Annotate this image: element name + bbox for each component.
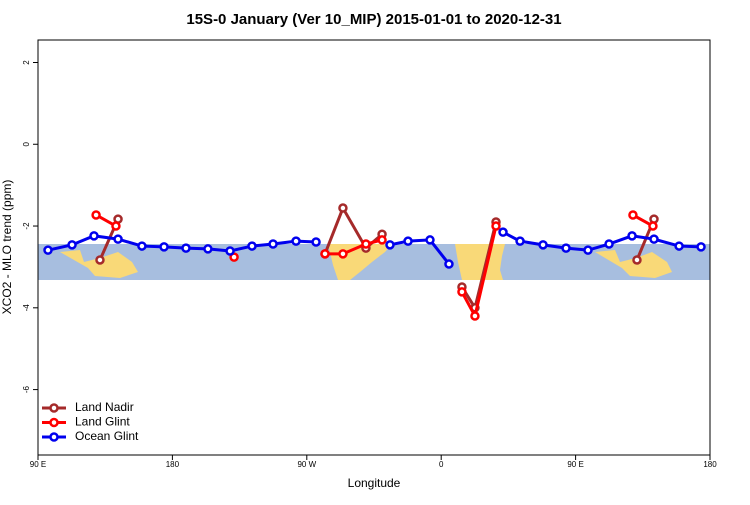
data-point (361, 239, 371, 249)
data-point (338, 249, 348, 259)
data-point (538, 240, 548, 250)
legend-label: Ocean Glint (75, 429, 139, 443)
y-tick-label: -4 (22, 304, 31, 312)
legend-marker (49, 432, 59, 442)
data-point (674, 241, 684, 251)
data-point (632, 255, 642, 265)
data-point (583, 245, 593, 255)
data-point (67, 240, 77, 250)
series-line (98, 204, 656, 312)
data-point (95, 255, 105, 265)
data-point (627, 231, 637, 241)
y-tick-label: -2 (22, 222, 31, 230)
data-point (457, 287, 467, 297)
legend-label: Land Nadir (75, 400, 134, 414)
chart-title: 15S-0 January (Ver 10_MIP) 2015-01-01 to… (186, 11, 561, 28)
data-point (648, 221, 658, 231)
data-point (111, 221, 121, 231)
data-point (385, 240, 395, 250)
data-point (515, 236, 525, 246)
data-point (159, 242, 169, 252)
data-point (491, 221, 501, 231)
australia-right (595, 250, 672, 278)
data-point (403, 236, 413, 246)
plot-frame (37, 39, 711, 456)
data-point (43, 245, 53, 255)
y-axis-label: XCO2 - MLO trend (ppm) (0, 180, 14, 315)
data-point (91, 210, 101, 220)
data-point (696, 242, 706, 252)
africa (455, 244, 505, 280)
data-point (444, 259, 454, 269)
data-point (604, 239, 614, 249)
data-point (181, 243, 191, 253)
data-point (649, 234, 659, 244)
data-point (628, 210, 638, 220)
x-tick-label: 90 E (567, 460, 583, 469)
x-tick-label: 180 (166, 460, 180, 469)
data-point (225, 246, 235, 256)
data-point (470, 311, 480, 321)
legend-marker (49, 417, 59, 428)
data-point (89, 231, 99, 241)
x-tick-label: 90 W (297, 460, 316, 469)
data-point (320, 249, 330, 259)
data-point (425, 235, 435, 245)
data-point (137, 241, 147, 251)
data-point (338, 203, 348, 213)
data-point (561, 243, 571, 253)
data-point (377, 235, 387, 245)
data-point (291, 236, 301, 246)
x-tick-label: 90 E (30, 460, 46, 469)
data-point (268, 239, 278, 249)
data-point (311, 237, 321, 247)
x-tick-label: 180 (703, 460, 717, 469)
map-background (38, 244, 710, 280)
data-point (498, 227, 508, 237)
y-tick-label: -6 (22, 385, 31, 393)
legend-marker (49, 403, 59, 413)
x-axis-label: Longitude (348, 476, 401, 490)
data-point (229, 252, 239, 262)
data-point (203, 244, 213, 254)
data-point (113, 234, 123, 244)
x-tick-label: 0 (439, 460, 444, 469)
y-tick-label: 0 (22, 141, 31, 146)
y-tick-label: 2 (22, 60, 31, 65)
legend-label: Land Glint (75, 415, 130, 429)
data-point (247, 241, 257, 251)
series-line (95, 213, 654, 321)
